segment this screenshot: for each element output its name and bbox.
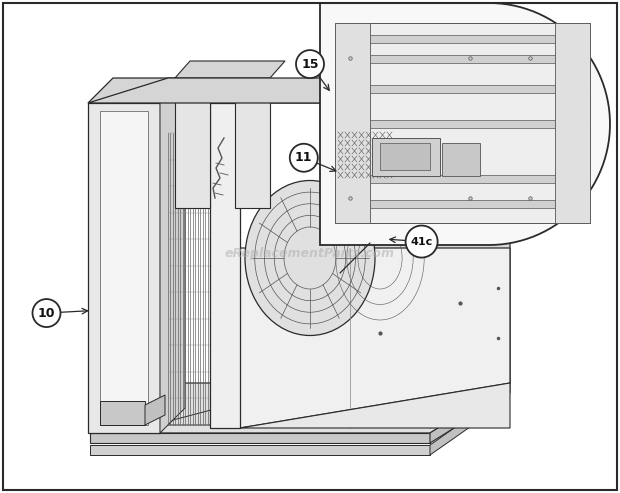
Text: 41c: 41c <box>410 237 433 246</box>
Polygon shape <box>240 383 510 428</box>
Polygon shape <box>335 85 590 93</box>
Polygon shape <box>90 433 430 443</box>
Polygon shape <box>100 401 145 425</box>
Text: 10: 10 <box>38 307 55 319</box>
Polygon shape <box>175 78 210 208</box>
Circle shape <box>32 299 61 327</box>
Polygon shape <box>430 383 510 443</box>
Ellipse shape <box>245 180 375 336</box>
Polygon shape <box>335 200 590 208</box>
Polygon shape <box>430 78 510 428</box>
Polygon shape <box>240 248 510 428</box>
Text: 11: 11 <box>295 151 312 164</box>
Polygon shape <box>335 23 370 223</box>
Circle shape <box>405 226 438 257</box>
Polygon shape <box>90 445 430 455</box>
Polygon shape <box>100 111 148 425</box>
Polygon shape <box>175 61 285 78</box>
Polygon shape <box>335 35 590 43</box>
Polygon shape <box>90 383 510 433</box>
Polygon shape <box>555 23 590 223</box>
Circle shape <box>296 50 324 78</box>
Polygon shape <box>88 78 185 103</box>
Circle shape <box>290 144 318 172</box>
Polygon shape <box>320 3 610 245</box>
Polygon shape <box>380 143 430 170</box>
Polygon shape <box>335 55 590 63</box>
Text: 15: 15 <box>301 58 319 70</box>
Polygon shape <box>335 23 590 223</box>
Polygon shape <box>210 85 255 103</box>
Polygon shape <box>210 103 240 428</box>
Polygon shape <box>145 395 165 425</box>
Polygon shape <box>430 403 490 455</box>
Polygon shape <box>88 78 510 103</box>
Polygon shape <box>168 405 230 425</box>
Polygon shape <box>335 175 590 183</box>
Text: eReplacementParts.com: eReplacementParts.com <box>225 246 395 259</box>
Polygon shape <box>160 78 185 433</box>
Ellipse shape <box>325 180 435 336</box>
Polygon shape <box>335 120 590 128</box>
Polygon shape <box>372 138 440 176</box>
Polygon shape <box>235 78 270 208</box>
Polygon shape <box>442 143 480 176</box>
Polygon shape <box>88 103 160 433</box>
Polygon shape <box>240 78 510 103</box>
